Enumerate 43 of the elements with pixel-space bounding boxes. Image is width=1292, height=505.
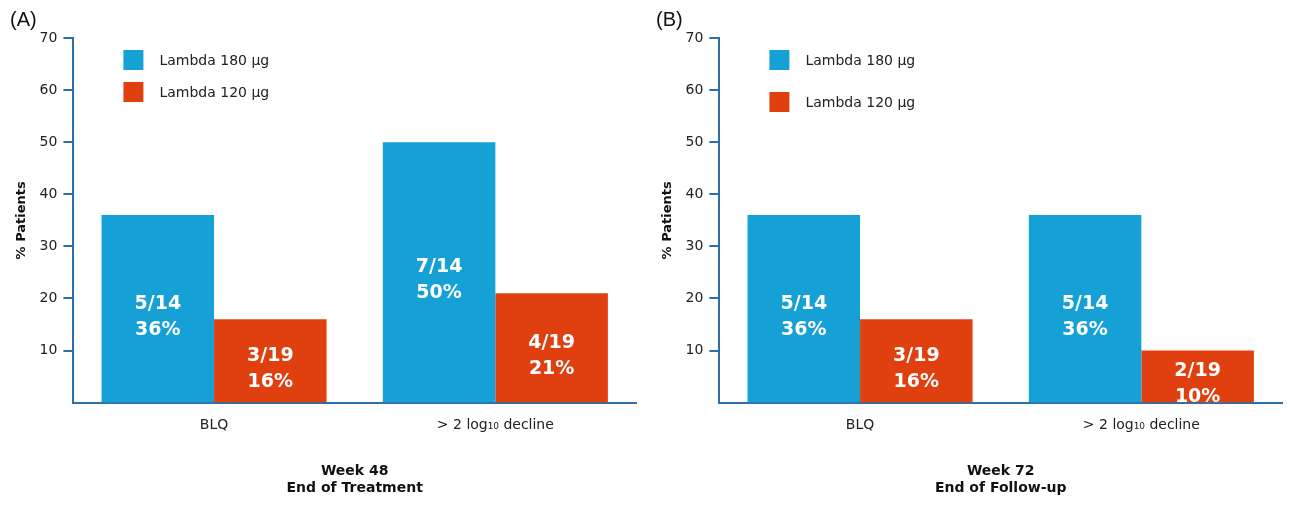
y-tick-label: 60 <box>685 80 704 97</box>
y-tick-label: 10 <box>39 341 58 358</box>
legend-label: Lambda 120 µg <box>159 83 270 100</box>
bar <box>495 293 608 403</box>
legend-label: Lambda 180 µg <box>805 51 916 68</box>
legend-label: Lambda 180 µg <box>159 51 270 68</box>
y-tick-label: 70 <box>685 28 704 45</box>
text: (B) <box>656 8 683 31</box>
y-tick-label: 50 <box>685 132 704 149</box>
y-tick-label: 70 <box>39 28 58 45</box>
data-label: 5/14 36% <box>134 290 182 339</box>
data-label: 7/14 50% <box>415 254 463 303</box>
y-tick-label: 60 <box>39 80 58 97</box>
y-tick-label: 10 <box>685 341 704 358</box>
x-axis-title: Week 72 End of Follow-up <box>934 462 1067 496</box>
x-tick-label: BLQ <box>199 415 229 432</box>
y-axis-title: % Patients <box>13 180 29 260</box>
y-tick-label: 30 <box>39 236 58 253</box>
bar <box>860 319 973 403</box>
y-tick-label: 50 <box>39 132 58 149</box>
x-tick-label: > 2 log₁₀ decline <box>1082 415 1200 432</box>
bar <box>101 215 215 403</box>
data-label: 3/19 16% <box>893 342 940 391</box>
data-label: 5/14 36% <box>1061 290 1109 339</box>
bar <box>214 319 327 403</box>
y-tick-label: 20 <box>685 289 704 306</box>
data-label: 4/19 21% <box>528 329 575 378</box>
x-axis-title: Week 48 End of Treatment <box>286 462 424 496</box>
bar <box>382 142 496 403</box>
data-label: 5/14 36% <box>780 290 828 339</box>
y-tick-label: 30 <box>685 236 704 253</box>
data-label: 2/19 10% <box>1174 358 1221 407</box>
y-axis-title: % Patients <box>659 180 675 260</box>
legend-label: Lambda 120 µg <box>805 93 916 110</box>
text: (A) <box>10 8 37 31</box>
y-tick-label: 40 <box>685 184 704 201</box>
x-tick-label: > 2 log₁₀ decline <box>436 415 554 432</box>
x-tick-label: BLQ <box>845 415 875 432</box>
y-tick-label: 20 <box>39 289 58 306</box>
y-tick-label: 40 <box>39 184 58 201</box>
bar <box>1028 215 1142 403</box>
data-label: 3/19 16% <box>247 342 294 391</box>
bar <box>747 215 861 403</box>
